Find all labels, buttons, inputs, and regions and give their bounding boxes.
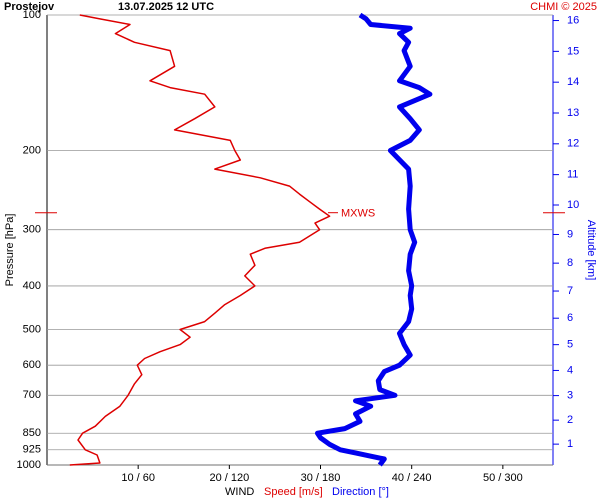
- y2-tick-label: 9: [567, 228, 573, 240]
- series-line: [315, 12, 433, 467]
- y2-tick-label: 14: [567, 76, 579, 88]
- y2-tick-label: 13: [567, 107, 579, 119]
- y2-tick-label: 3: [567, 390, 573, 402]
- annotation: MXWS: [341, 208, 375, 220]
- y-tick-label: 500: [23, 323, 41, 335]
- legend-label: Direction [°]: [332, 486, 389, 498]
- y2-tick-label: 15: [567, 45, 579, 57]
- y2-tick-label: 10: [567, 199, 579, 211]
- y-axis-label: Pressure [hPa]: [4, 214, 16, 287]
- y2-tick-label: 7: [567, 285, 573, 297]
- y2-tick-label: 1: [567, 438, 573, 450]
- x-axis-label: WIND: [225, 486, 254, 498]
- x-tick-label: 30 / 180: [301, 472, 341, 484]
- y2-tick-label: 8: [567, 257, 573, 269]
- y-tick-label: 925: [23, 444, 41, 456]
- x-tick-label: 50 / 300: [483, 472, 523, 484]
- y2-tick-label: 16: [567, 14, 579, 26]
- x-tick-label: 40 / 240: [392, 472, 432, 484]
- y-tick-label: 700: [23, 389, 41, 401]
- y2-axis-label: Altitude [km]: [585, 220, 597, 281]
- x-tick-label: 10 / 60: [121, 472, 155, 484]
- y2-tick-label: 2: [567, 414, 573, 426]
- y-tick-label: 300: [23, 224, 41, 236]
- y-tick-label: 400: [23, 280, 41, 292]
- y2-tick-label: 6: [567, 312, 573, 324]
- y-tick-label: 850: [23, 427, 41, 439]
- credit: CHMI © 2025: [530, 1, 597, 13]
- y2-tick-label: 5: [567, 339, 573, 351]
- chart-title: Prostejov: [4, 1, 55, 13]
- chart-subtitle: 13.07.2025 12 UTC: [118, 1, 214, 13]
- x-tick-label: 20 / 120: [209, 472, 249, 484]
- series-line: [69, 14, 331, 466]
- y-tick-label: 100: [23, 9, 41, 21]
- y-tick-label: 600: [23, 359, 41, 371]
- y-tick-label: 200: [23, 144, 41, 156]
- legend-label: Speed [m/s]: [264, 486, 323, 498]
- y-tick-label: 1000: [17, 459, 41, 471]
- y2-tick-label: 11: [567, 169, 578, 181]
- y2-tick-label: 12: [567, 138, 579, 150]
- y2-tick-label: 4: [567, 364, 573, 376]
